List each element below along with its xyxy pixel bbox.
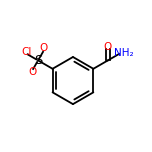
Text: O: O <box>104 42 112 52</box>
Text: NH₂: NH₂ <box>114 48 133 58</box>
Text: O: O <box>40 43 48 53</box>
Text: S: S <box>34 54 42 67</box>
Text: Cl: Cl <box>22 47 32 57</box>
Text: O: O <box>28 67 36 77</box>
